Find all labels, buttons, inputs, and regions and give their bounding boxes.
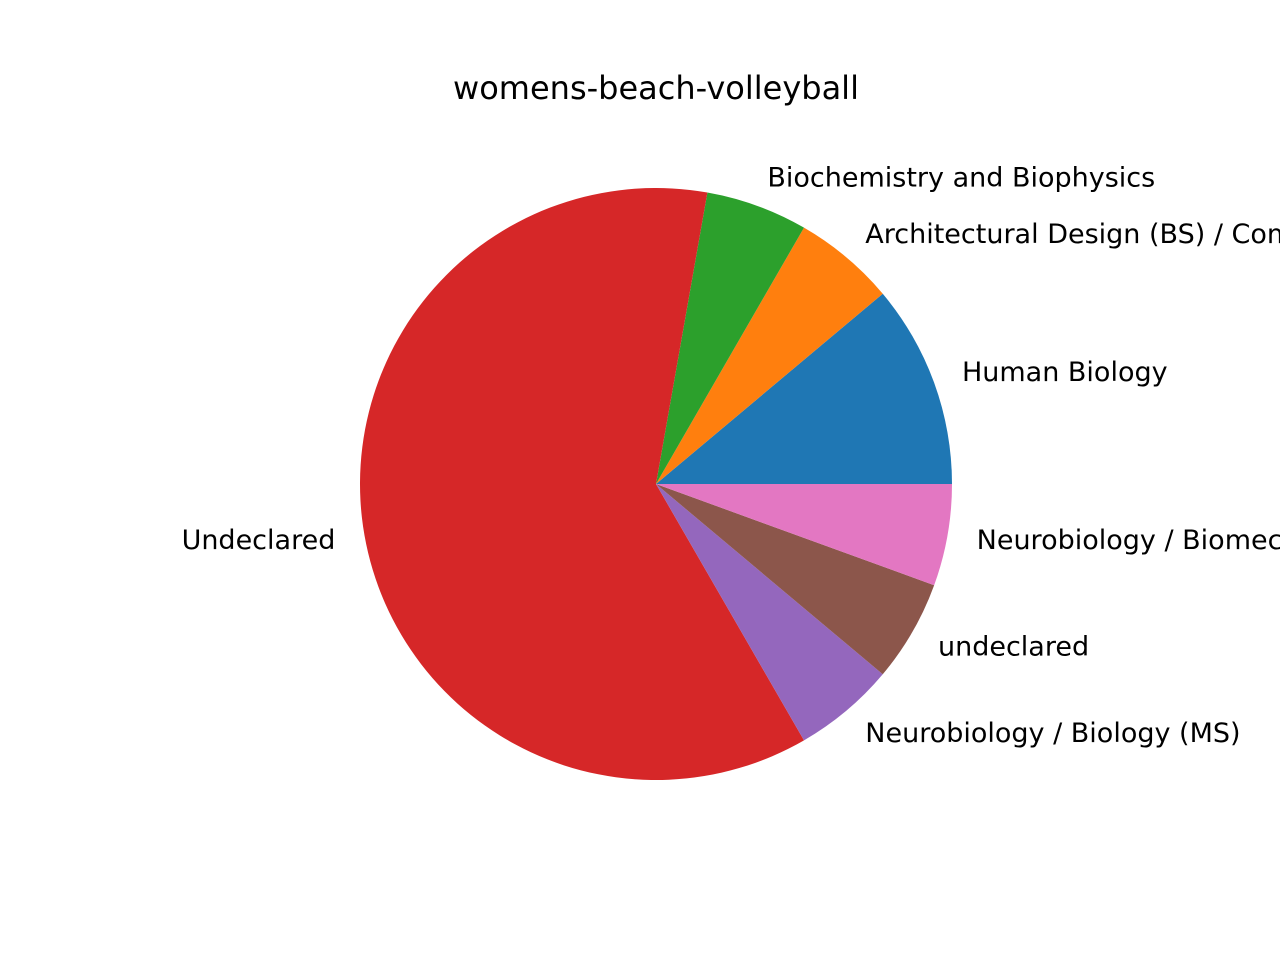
pie-slices [360,188,952,781]
pie-slice-undeclared [360,188,804,781]
pie-slice-neurobiology-biomechanical-engineering [656,484,952,586]
slice-label-human-biology: Human Biology [962,357,1168,388]
pie-slice-biochemistry-and-biophysics [656,192,804,485]
pie-slice-human-biology [656,293,952,484]
pie-slice-neurobiology-biology-ms [656,484,883,741]
pie-slice-architectural-design-bs-computer-science-ms [656,227,883,484]
pie-labels: Human Biology Architectural Design (BS) /… [182,163,1280,749]
slice-label-architectural-design-bs-computer-science-ms: Architectural Design (BS) / Computer Sci… [865,219,1280,250]
chart-title: womens-beach-volleyball [453,69,859,107]
slice-label-neurobiology-biomechanical-engineering: Neurobiology / Biomechanical Engineering [977,525,1280,556]
slice-label-neurobiology-biology-ms: Neurobiology / Biology (MS) [865,718,1240,749]
slice-label-biochemistry-and-biophysics: Biochemistry and Biophysics [767,163,1155,194]
slice-label-undeclared: undeclared [938,631,1089,662]
pie-slice-undeclared [656,484,935,675]
slice-label-undeclared: Undeclared [182,525,336,556]
